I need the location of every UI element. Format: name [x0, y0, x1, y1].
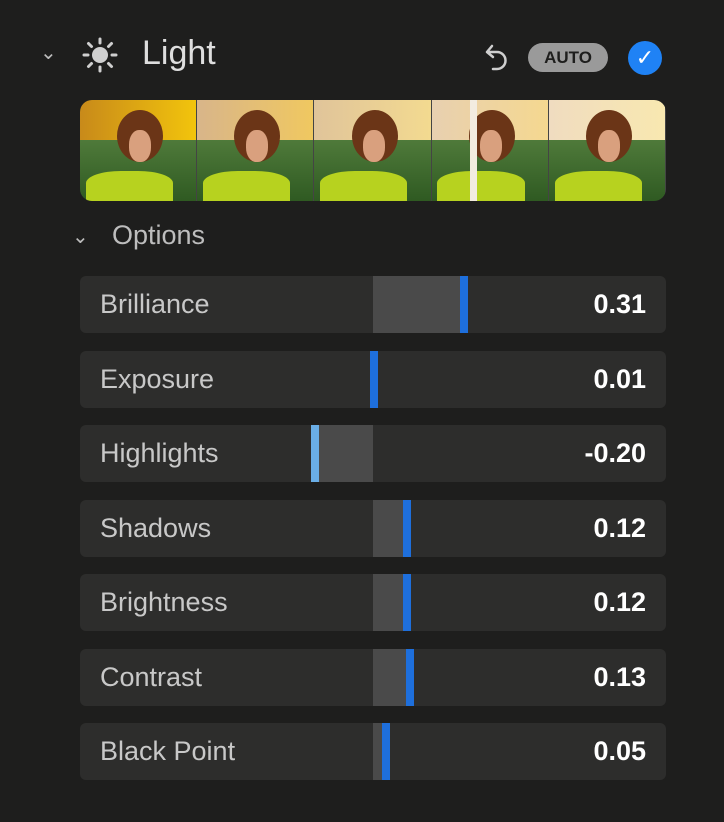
- revert-icon[interactable]: [483, 42, 513, 74]
- slider-contrast[interactable]: Contrast 0.13: [80, 649, 666, 706]
- slider-value[interactable]: -0.20: [584, 438, 646, 468]
- slider-value[interactable]: 0.12: [593, 513, 646, 543]
- slider-handle[interactable]: [311, 425, 319, 482]
- preset-thumbnail[interactable]: [314, 100, 432, 201]
- slider-handle[interactable]: [403, 574, 411, 631]
- preset-thumbnail[interactable]: [548, 100, 666, 201]
- preset-selector-handle[interactable]: [469, 100, 477, 201]
- slider-handle[interactable]: [382, 723, 390, 780]
- preset-thumbnail[interactable]: [197, 100, 315, 201]
- slider-label: Contrast: [100, 662, 203, 692]
- slider-label: Shadows: [100, 513, 212, 543]
- slider-value[interactable]: 0.13: [593, 662, 646, 692]
- slider-label: Highlights: [100, 438, 219, 468]
- sun-icon: [82, 37, 118, 73]
- slider-handle[interactable]: [370, 351, 378, 408]
- slider-shadows[interactable]: Shadows 0.12: [80, 500, 666, 557]
- light-presets-strip[interactable]: [80, 100, 666, 201]
- enable-checkbox[interactable]: ✓: [628, 41, 662, 75]
- slider-exposure[interactable]: Exposure 0.01: [80, 351, 666, 408]
- slider-label: Black Point: [100, 736, 236, 766]
- slider-value[interactable]: 0.31: [593, 289, 646, 319]
- slider-fill: [313, 425, 373, 482]
- slider-label: Exposure: [100, 364, 215, 394]
- collapse-chevron-icon[interactable]: ⌄: [40, 42, 57, 64]
- preset-thumbnail[interactable]: [431, 100, 549, 201]
- slider-brightness[interactable]: Brightness 0.12: [80, 574, 666, 631]
- section-title: Light: [142, 34, 216, 72]
- slider-label: Brightness: [100, 587, 228, 617]
- auto-button[interactable]: AUTO: [528, 43, 608, 72]
- slider-highlights[interactable]: Highlights -0.20: [80, 425, 666, 482]
- preset-thumbnail[interactable]: [80, 100, 198, 201]
- slider-value[interactable]: 0.01: [593, 364, 646, 394]
- slider-black-point[interactable]: Black Point 0.05: [80, 723, 666, 780]
- slider-handle[interactable]: [460, 276, 468, 333]
- options-chevron-icon[interactable]: ⌄: [72, 226, 89, 248]
- slider-fill: [373, 276, 466, 333]
- slider-value[interactable]: 0.05: [593, 736, 646, 766]
- slider-handle[interactable]: [406, 649, 414, 706]
- options-label[interactable]: Options: [112, 220, 206, 250]
- slider-brilliance[interactable]: Brilliance 0.31: [80, 276, 666, 333]
- slider-handle[interactable]: [403, 500, 411, 557]
- slider-label: Brilliance: [100, 289, 210, 319]
- slider-value[interactable]: 0.12: [593, 587, 646, 617]
- slider-fill: [373, 649, 412, 706]
